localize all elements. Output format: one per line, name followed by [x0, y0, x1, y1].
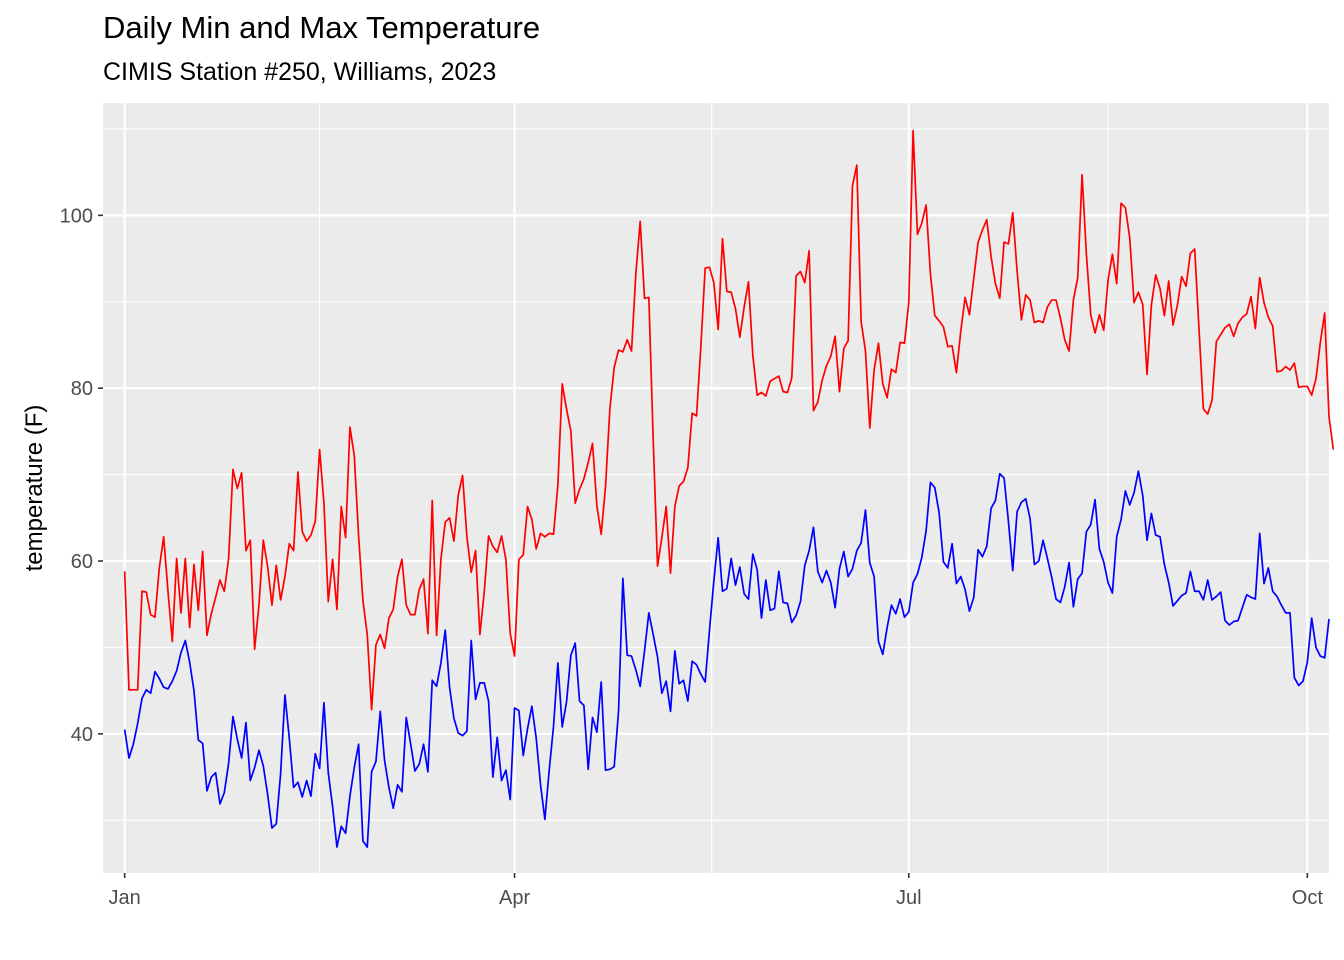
y-tick-label: 100 [60, 205, 93, 227]
chart-subtitle: CIMIS Station #250, Williams, 2023 [103, 58, 497, 86]
chart-title: Daily Min and Max Temperature [103, 10, 541, 45]
series-lines [123, 129, 1335, 848]
x-tick-label: Jan [109, 887, 141, 909]
x-tick-label: Apr [499, 887, 530, 909]
x-tick-label: Jul [896, 887, 922, 909]
axes: 40 60 80 100 Jan Apr Jul Oct [60, 205, 1324, 909]
x-tick-label: Oct [1292, 887, 1324, 909]
y-axis-title: temperature (F) [21, 405, 48, 572]
y-tick-label: 60 [71, 551, 93, 573]
series-line-2 [123, 470, 1330, 848]
y-tick-label: 80 [71, 378, 93, 400]
y-tick-label: 40 [71, 724, 93, 746]
series-line-1 [123, 129, 1335, 711]
plot-panel [103, 103, 1329, 873]
